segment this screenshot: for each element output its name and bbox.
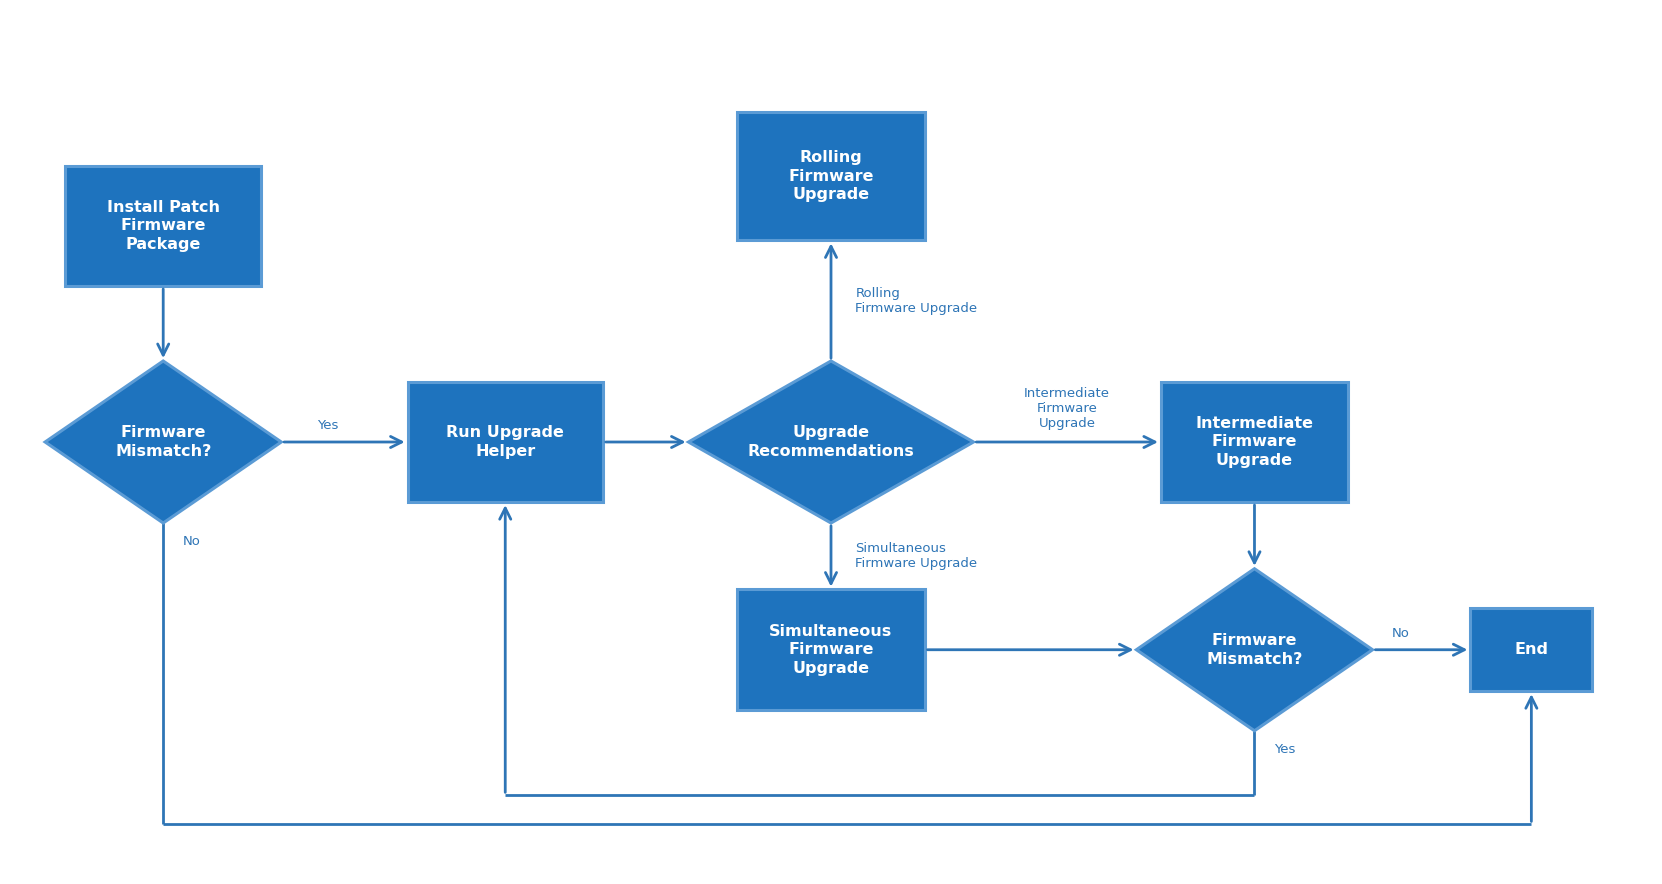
Text: Yes: Yes (1275, 743, 1295, 756)
Text: Firmware
Mismatch?: Firmware Mismatch? (1207, 633, 1303, 667)
FancyBboxPatch shape (738, 590, 924, 710)
Text: Upgrade
Recommendations: Upgrade Recommendations (748, 425, 914, 459)
Polygon shape (45, 361, 281, 523)
FancyBboxPatch shape (1160, 382, 1348, 502)
Text: Rolling
Firmware Upgrade: Rolling Firmware Upgrade (856, 286, 977, 315)
Text: No: No (183, 536, 201, 548)
Text: Simultaneous
Firmware
Upgrade: Simultaneous Firmware Upgrade (770, 623, 892, 676)
Text: Rolling
Firmware
Upgrade: Rolling Firmware Upgrade (788, 150, 874, 202)
Text: Yes: Yes (317, 419, 339, 432)
Text: Firmware
Mismatch?: Firmware Mismatch? (115, 425, 211, 459)
FancyBboxPatch shape (65, 165, 261, 286)
Text: Simultaneous
Firmware Upgrade: Simultaneous Firmware Upgrade (856, 542, 977, 570)
Text: End: End (1514, 643, 1549, 657)
Polygon shape (688, 361, 974, 523)
Text: No: No (1393, 627, 1409, 640)
Text: Install Patch
Firmware
Package: Install Patch Firmware Package (106, 200, 219, 252)
FancyBboxPatch shape (738, 111, 924, 240)
Text: Intermediate
Firmware
Upgrade: Intermediate Firmware Upgrade (1024, 386, 1110, 430)
FancyBboxPatch shape (1471, 608, 1592, 691)
Polygon shape (1137, 568, 1373, 731)
Text: Intermediate
Firmware
Upgrade: Intermediate Firmware Upgrade (1195, 415, 1313, 469)
FancyBboxPatch shape (407, 382, 603, 502)
Text: Run Upgrade
Helper: Run Upgrade Helper (447, 425, 563, 459)
